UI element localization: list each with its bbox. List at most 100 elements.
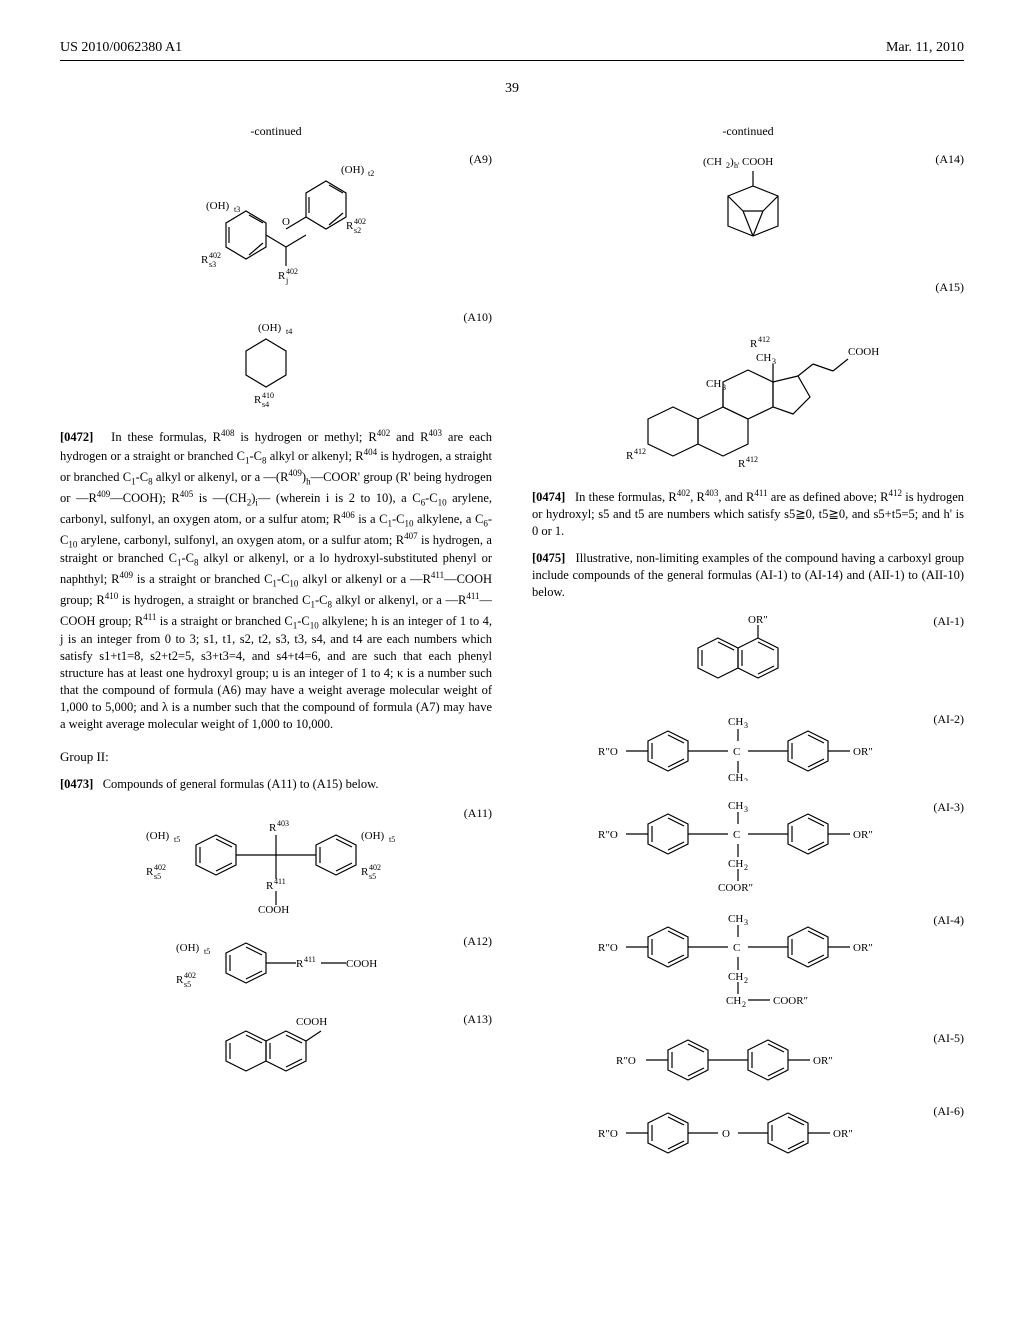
para-num-0475: [0475]: [532, 551, 565, 565]
svg-text:402: 402: [354, 217, 366, 226]
svg-text:OR″: OR″: [853, 829, 873, 841]
formula-ai3: (AI-3) R″O OR″ C CH3 CH2 COOR″: [532, 799, 964, 894]
formula-label-ai2: (AI-2): [933, 711, 964, 727]
formula-ai1: (AI-1) OR″: [532, 613, 964, 693]
paragraph-0473: [0473] Compounds of general formulas (A1…: [60, 776, 492, 793]
svg-text:(CH: (CH: [703, 156, 722, 168]
svg-text:s3: s3: [209, 260, 216, 269]
content-columns: -continued (A9) (OH): [60, 117, 964, 1176]
svg-text:R: R: [269, 822, 277, 834]
formula-label-a11: (A11): [464, 805, 492, 821]
svg-text:CH: CH: [728, 858, 743, 870]
paragraph-0474: [0474] In these formulas, R402, R403, an…: [532, 487, 964, 540]
formula-ai6: (AI-6) R″O OR″ O: [532, 1103, 964, 1158]
structure-a10-svg: (OH)t4 R410s4: [186, 309, 366, 409]
formula-label-ai5: (AI-5): [933, 1030, 964, 1046]
svg-text:R″O: R″O: [598, 942, 618, 954]
svg-text:CH: CH: [706, 378, 721, 390]
para-text-0472: In these formulas, R408 is hydrogen or m…: [60, 430, 492, 730]
formula-a11: (A11) (OH)t5 R402s5: [60, 805, 492, 915]
formula-label-a14: (A14): [935, 151, 964, 167]
svg-text:OR″: OR″: [813, 1055, 833, 1067]
svg-text:R: R: [296, 958, 304, 970]
svg-text:3: 3: [744, 805, 748, 814]
continued-label: -continued: [60, 123, 492, 139]
para-num-0472: [0472]: [60, 430, 93, 444]
svg-text:COOH: COOH: [742, 156, 773, 168]
formula-a10: (A10) (OH)t4 R410s4: [60, 309, 492, 409]
svg-text:R: R: [361, 866, 369, 878]
left-column: -continued (A9) (OH): [60, 117, 492, 1176]
para-num-0474: [0474]: [532, 490, 565, 504]
svg-text:s5: s5: [184, 980, 191, 989]
continued-label-right: -continued: [532, 123, 964, 139]
formula-a15: (A15) CH3 CH3 R412: [532, 279, 964, 469]
svg-text:CH: CH: [756, 352, 771, 364]
svg-text:3: 3: [744, 918, 748, 927]
svg-text:R: R: [626, 450, 634, 462]
page-number: 39: [60, 81, 964, 97]
svg-text:R″O: R″O: [598, 1128, 618, 1140]
svg-text:R: R: [278, 270, 286, 282]
structure-ai3-svg: R″O OR″ C CH3 CH2 COOR″: [578, 799, 918, 894]
svg-text:h': h': [734, 161, 740, 170]
formula-label-ai4: (AI-4): [933, 912, 964, 928]
svg-text:2: 2: [744, 863, 748, 872]
svg-text:C: C: [733, 746, 740, 758]
formula-label-ai6: (AI-6): [933, 1103, 964, 1119]
svg-text:CH: CH: [728, 716, 743, 728]
formula-a12: (A12) (OH)t5 R402s5 R411 COOH: [60, 933, 492, 993]
svg-text:412: 412: [634, 447, 646, 456]
svg-text:t3: t3: [234, 205, 240, 214]
formula-label-a10: (A10): [463, 309, 492, 325]
formula-ai5: (AI-5) R″O OR″: [532, 1030, 964, 1085]
svg-text:COOR″: COOR″: [773, 995, 808, 1007]
svg-text:R: R: [346, 220, 354, 232]
paragraph-0475: [0475] Illustrative, non-limiting exampl…: [532, 550, 964, 601]
svg-text:412: 412: [758, 335, 770, 344]
svg-text:t5: t5: [204, 947, 210, 956]
svg-text:COOH: COOH: [848, 346, 879, 358]
publication-date: Mar. 11, 2010: [886, 40, 964, 56]
svg-text:411: 411: [274, 877, 286, 886]
svg-text:s4: s4: [262, 400, 269, 409]
svg-text:(OH): (OH): [258, 322, 282, 334]
svg-text:2: 2: [742, 1000, 746, 1009]
formula-label-a13: (A13): [463, 1011, 492, 1027]
svg-text:C: C: [733, 942, 740, 954]
svg-text:(OH): (OH): [361, 830, 385, 842]
svg-text:3: 3: [744, 721, 748, 730]
formula-label-ai1: (AI-1): [933, 613, 964, 629]
structure-a9-svg: (OH)t2 R402s2 O (OH)t3 R402s3 R402j: [146, 151, 406, 291]
structure-a12-svg: (OH)t5 R402s5 R411 COOH: [146, 933, 406, 993]
svg-text:OR″: OR″: [853, 942, 873, 954]
svg-text:R″O: R″O: [598, 746, 618, 758]
svg-text:411: 411: [304, 955, 316, 964]
formula-a13: (A13) COOH: [60, 1011, 492, 1081]
structure-ai2-svg: R″O OR″ C CH3 CH3: [578, 711, 918, 781]
svg-text:COOH: COOH: [258, 904, 289, 915]
svg-text:(OH): (OH): [146, 830, 170, 842]
group-ii-heading: Group II:: [60, 748, 492, 766]
svg-text:O: O: [722, 1128, 730, 1140]
svg-text:402: 402: [209, 251, 221, 260]
svg-text:(OH): (OH): [206, 200, 230, 212]
para-text-0475: Illustrative, non-limiting examples of t…: [532, 551, 964, 599]
svg-text:j: j: [285, 276, 288, 285]
structure-a13-svg: COOH: [176, 1011, 376, 1081]
svg-text:R: R: [201, 254, 209, 266]
formula-a14: (A14) (CH2)h'COOH: [532, 151, 964, 261]
svg-text:R″O: R″O: [616, 1055, 636, 1067]
structure-ai4-svg: R″O OR″ C CH3 CH2 CH2 COOR″: [578, 912, 918, 1012]
structure-a11-svg: (OH)t5 R402s5 R403 R411 COOH (OH)t5 R402…: [116, 805, 436, 915]
svg-text:410: 410: [262, 391, 274, 400]
paragraph-0472: [0472] In these formulas, R408 is hydrog…: [60, 427, 492, 732]
svg-text:R: R: [266, 880, 274, 892]
svg-text:R: R: [146, 866, 154, 878]
svg-text:t2: t2: [368, 169, 374, 178]
svg-text:R: R: [176, 974, 184, 986]
formula-ai2: (AI-2) R″O OR″ C CH3 CH3: [532, 711, 964, 781]
formula-ai4: (AI-4) R″O OR″ C CH3 CH2 CH2 CO: [532, 912, 964, 1012]
svg-text:s5: s5: [154, 872, 161, 881]
svg-text:O: O: [282, 216, 290, 228]
